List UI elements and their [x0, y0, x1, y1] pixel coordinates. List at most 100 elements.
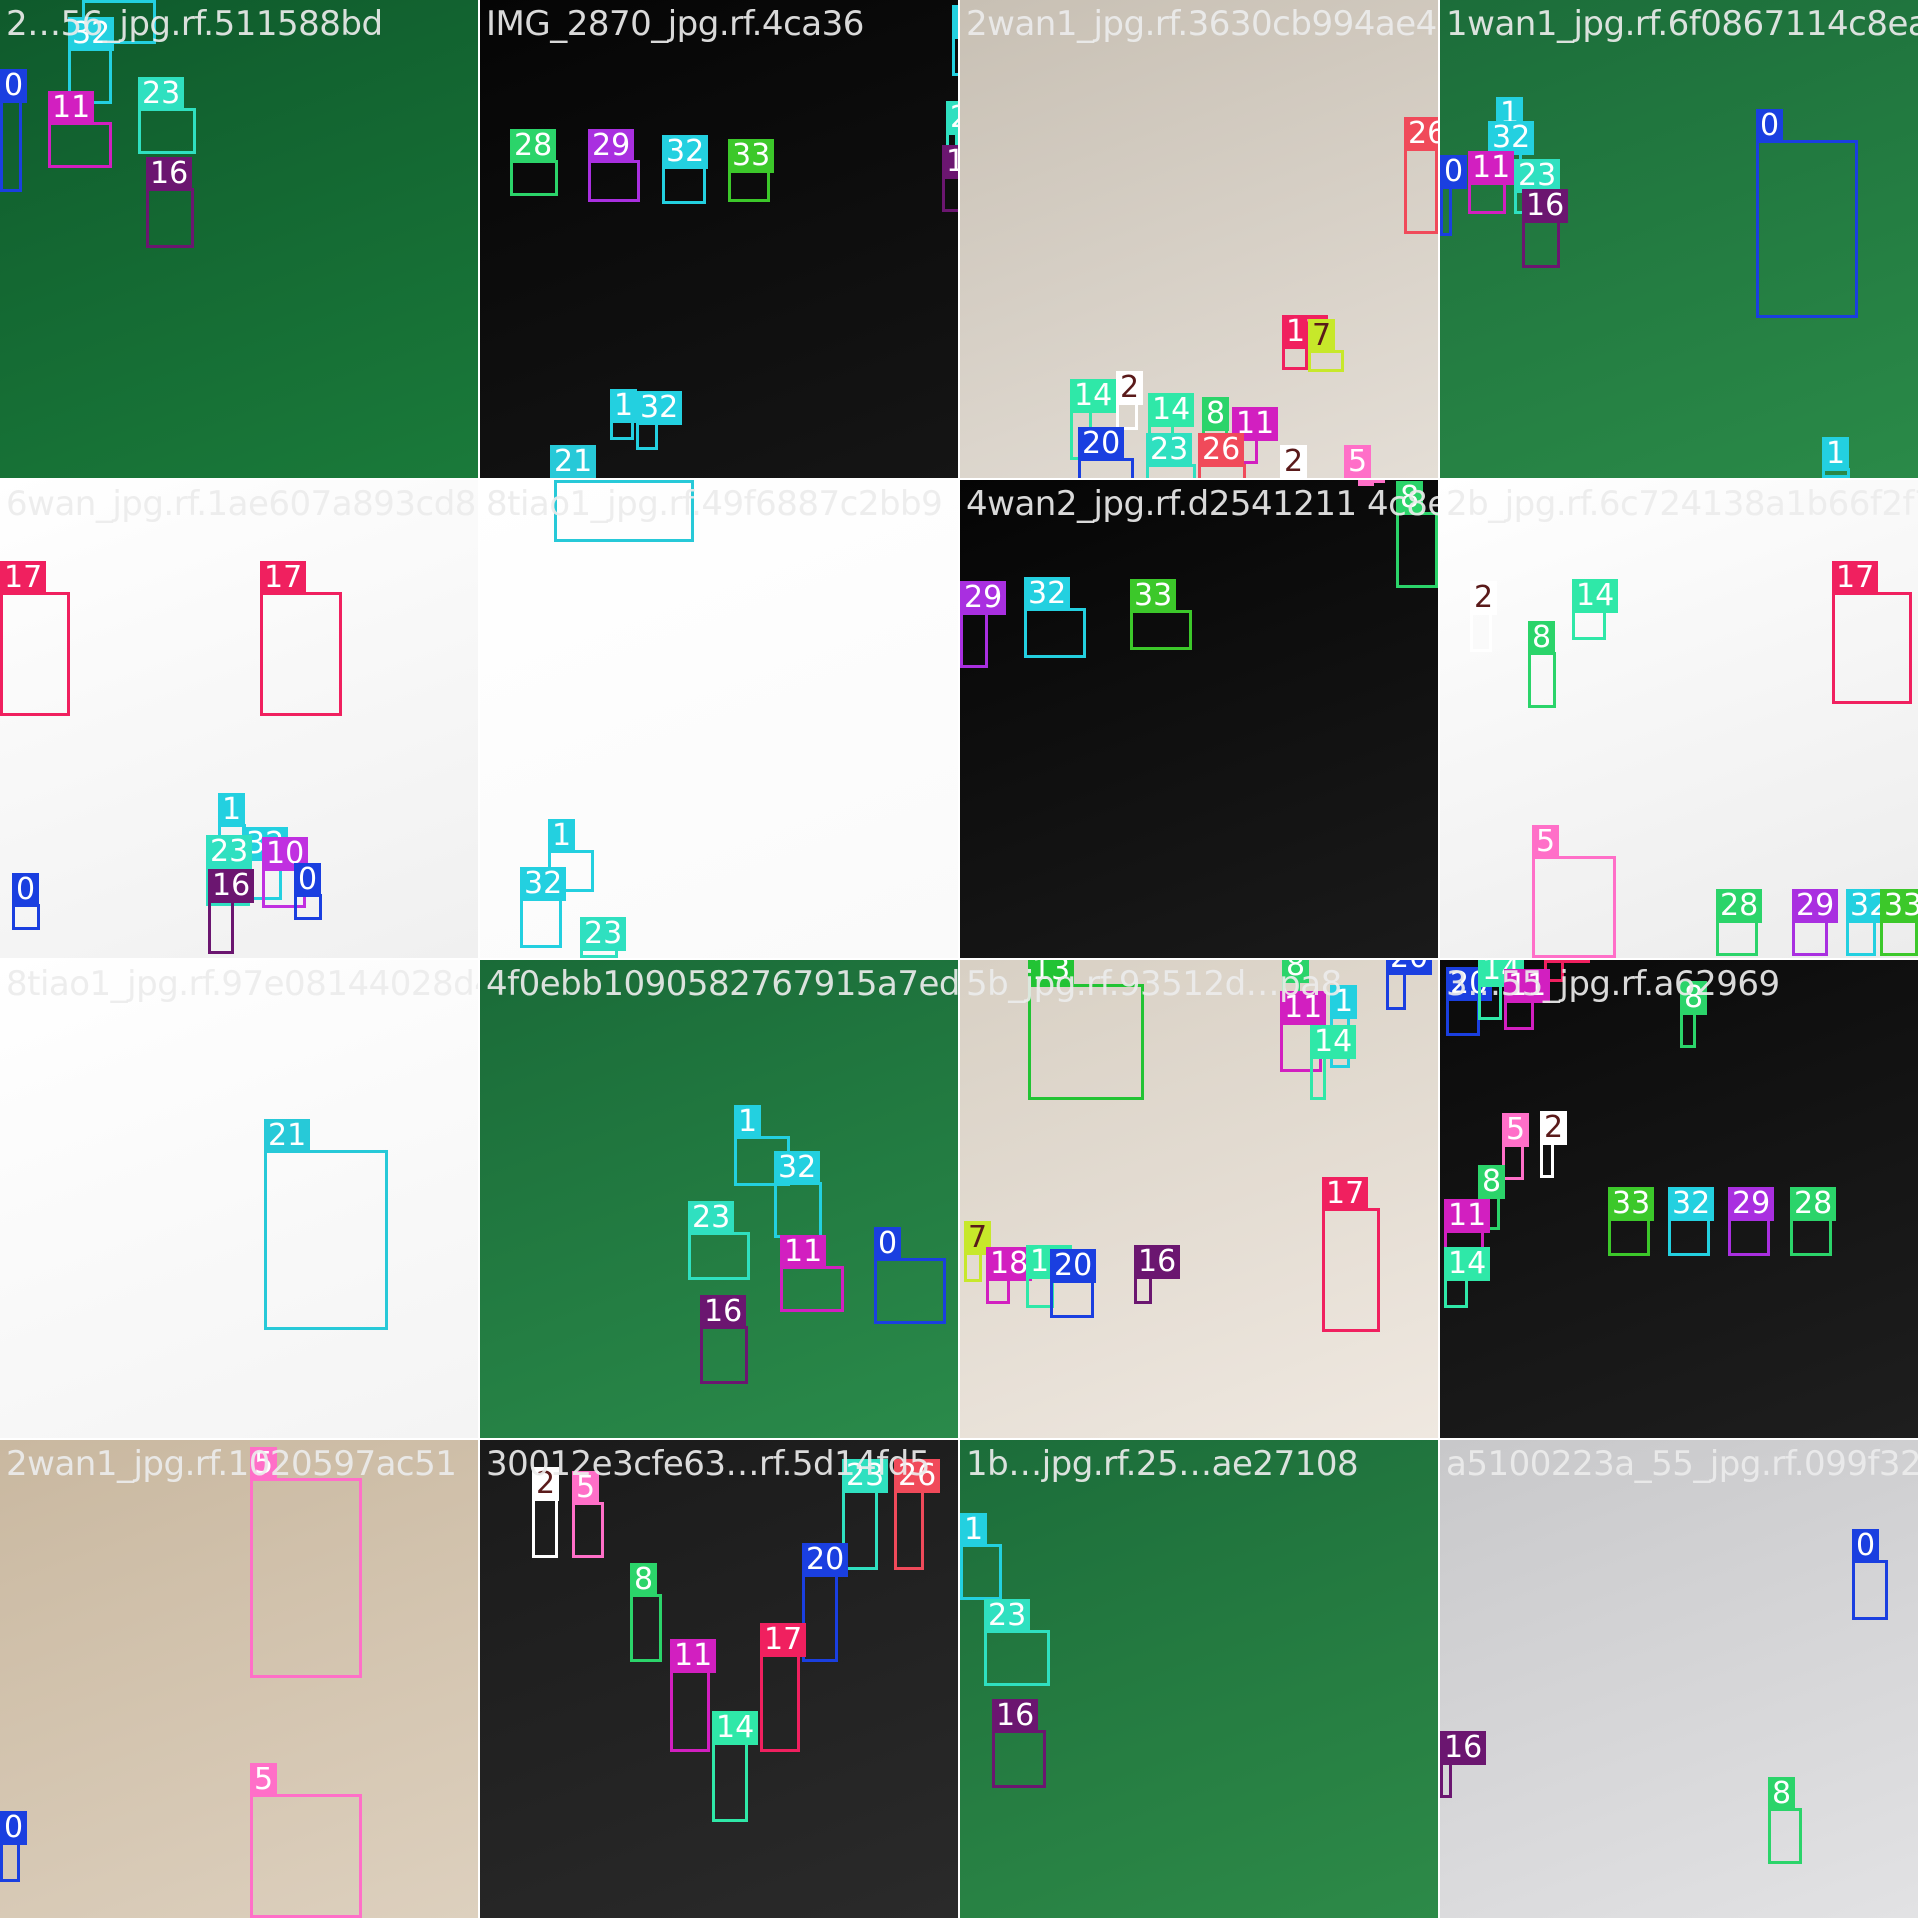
detection-box: 26 [894, 1459, 941, 1570]
detection-label: 21 [264, 1119, 311, 1153]
detection-box: 1 [610, 389, 638, 440]
detection-box: 16 [1440, 1731, 1487, 1798]
detection-box: 16 [992, 1699, 1046, 1788]
mosaic-tile: 1382011114177181420165b_jpg.rf.93512d…pa… [960, 960, 1438, 1438]
tile-filename: IMG_2870_jpg.rf.4ca36 [486, 4, 864, 44]
detection-box: 23 [688, 1201, 750, 1280]
detection-label: 16 [1134, 1245, 1181, 1279]
detection-label: 26 [1198, 433, 1245, 467]
detection-label: 0 [1440, 155, 1468, 189]
detection-box: 29 [1792, 889, 1839, 956]
detection-label: 16 [1522, 189, 1569, 223]
detection-box: 16 [700, 1295, 748, 1384]
detection-label: 16 [992, 1699, 1039, 1733]
detection-box: 14 [1310, 1025, 1357, 1100]
detection-label: 18 [986, 1247, 1033, 1281]
detection-box: 16 [208, 869, 255, 954]
detection-label: 7 [1308, 319, 1336, 353]
mosaic-tile: 21 8tiao1_jpg.rf.97e08144028d4 [0, 960, 478, 1438]
detection-box: 11 [1280, 991, 1327, 1072]
detection-box: 2 [1470, 581, 1498, 652]
detection-label: 29 [1728, 1187, 1775, 1221]
detection-box: 5 [1532, 825, 1616, 958]
detection-box: 17 [260, 561, 342, 716]
detection-box: 7 [964, 1221, 992, 1282]
detection-label: 11 [780, 1235, 827, 1269]
detection-box: 14 [1070, 379, 1117, 460]
detection-box: 0 [12, 873, 40, 930]
detection-label: 1 [548, 819, 576, 853]
detection-label: 26 [1404, 117, 1438, 151]
detection-box: 21 [550, 445, 597, 478]
detection-label: 33 [728, 139, 775, 173]
mosaic-tile: 21132238tiao1_jpg.rf.49f6887c2bb9 [480, 480, 958, 958]
detection-box: 5 [1344, 445, 1372, 478]
detection-label: 23 [580, 917, 627, 951]
detection-box: 32 [1668, 1187, 1715, 1256]
detection-label: 28 [1716, 889, 1763, 923]
detection-label: 23 [946, 101, 958, 135]
detection-label: 5 [1502, 1113, 1530, 1147]
detection-label: 11 [1468, 151, 1515, 185]
detection-box: 20 [1078, 427, 1134, 478]
detection-box: 32 [520, 867, 567, 948]
detection-label: 20 [1386, 960, 1433, 975]
detection-label: 14 [1310, 1025, 1357, 1059]
detection-box: 8 [1202, 397, 1230, 458]
detection-label: 5 [250, 1763, 278, 1797]
detection-label: 16 [942, 145, 958, 179]
detection-box: 14 [712, 1711, 759, 1822]
mosaic-tile: 0 8 16 a5100223a_55_jpg.rf.099f327 [1440, 1440, 1918, 1918]
detection-label: 21 [554, 480, 601, 483]
detection-label: 17 [0, 561, 47, 595]
detection-label: 8 [1396, 481, 1424, 515]
detection-label: 2 [1540, 1111, 1568, 1145]
detection-label: 16 [208, 869, 255, 903]
mosaic-tile: 29 32 33 8 54wan2_jpg.rf.d2541211 4c8e8e [960, 480, 1438, 958]
tile-filename: 1wan1_jpg.rf.6f0867114c8ea1 [1446, 4, 1918, 44]
detection-box: 20 [802, 1543, 849, 1662]
detection-label: 14 [1148, 393, 1195, 427]
detection-box: 8 [1396, 481, 1438, 588]
detection-label: 8 [1478, 1165, 1506, 1199]
mosaic-tile: 1717013223100166wan_jpg.rf.1ae607a893cd8 [0, 480, 478, 958]
detection-box: 1 [734, 1105, 790, 1186]
mosaic-tile: 5 5 0 2wan1_jpg.rf.1020597ac51 [0, 1440, 478, 1918]
detection-label: 23 [984, 1599, 1031, 1633]
detection-label: 33 [1880, 889, 1918, 923]
detection-label: 17 [1832, 561, 1879, 595]
mosaic-tile: 0 1 32 0 11 23 16 1 1wan1_jpg.rf.6f0867114c8ea1 [1440, 0, 1918, 478]
detection-box: 14 [1444, 1247, 1491, 1308]
detection-label: 11 [1280, 991, 1327, 1025]
mosaic-tile: 1 32 23 11 0 16 4f0ebb1090582767915a7eddd2 [480, 960, 958, 1438]
tile-filename: a5100223a_55_jpg.rf.099f327 [1446, 1444, 1918, 1484]
detection-box: 32 [636, 391, 683, 450]
detection-box: 17 [1832, 561, 1912, 704]
detection-label: 0 [0, 1811, 28, 1845]
detection-label: 32 [68, 17, 115, 51]
detection-box: 32 [662, 135, 709, 204]
detection-label: 32 [1024, 577, 1071, 611]
detection-label: 8 [1202, 397, 1230, 431]
detection-label: 26 [894, 1459, 941, 1493]
detection-label: 0 [0, 69, 28, 103]
detection-box: 8 [1528, 621, 1556, 708]
detection-box: 29 [588, 129, 640, 202]
detection-box: 32 [1024, 577, 1086, 658]
detection-label: 0 [874, 1227, 902, 1261]
detection-box: 33 [1608, 1187, 1655, 1256]
detection-label: 17 [1544, 960, 1591, 963]
tile-filename: 6wan_jpg.rf.1ae607a893cd8 [6, 484, 476, 524]
detection-box: 11 [670, 1639, 717, 1752]
detection-box: 1 [960, 1513, 1002, 1600]
detection-box: 26 [1404, 117, 1438, 234]
detection-label: 28 [1790, 1187, 1837, 1221]
detection-box: 8 [1680, 981, 1708, 1048]
tile-filename: 4f0ebb1090582767915a7eddd2 [486, 964, 958, 1004]
detection-box: 33 [1880, 889, 1918, 956]
detection-label: 11 [670, 1639, 717, 1673]
detection-label: 23 [688, 1201, 735, 1235]
detection-box: 20 [1050, 1249, 1097, 1318]
detection-label: 16 [700, 1295, 747, 1329]
